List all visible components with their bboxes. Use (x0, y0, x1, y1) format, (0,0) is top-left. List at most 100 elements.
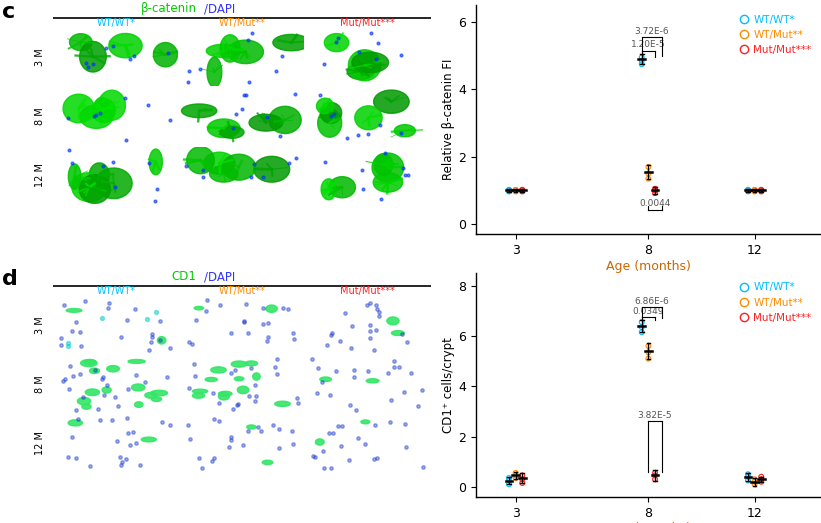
Point (411, 402, 424, 411)
Point (642, 163, 655, 171)
Point (323, 391, 337, 400)
Point (286, 329, 299, 338)
Point (365, 29, 378, 38)
Polygon shape (68, 420, 82, 426)
Point (56, 377, 69, 385)
Point (361, 130, 374, 139)
Point (261, 333, 274, 341)
Point (108, 393, 122, 402)
Polygon shape (89, 163, 109, 187)
Point (516, 186, 529, 194)
Point (516, 475, 529, 483)
Polygon shape (324, 33, 349, 52)
Point (121, 316, 134, 324)
Polygon shape (209, 166, 238, 182)
Point (317, 446, 330, 454)
Point (162, 49, 175, 57)
Point (66, 327, 79, 336)
Polygon shape (374, 154, 392, 176)
Point (183, 338, 196, 347)
Point (54, 334, 67, 343)
Point (319, 158, 332, 166)
Point (238, 317, 251, 325)
Point (260, 112, 273, 121)
Point (372, 312, 385, 321)
Point (741, 476, 754, 485)
Point (649, 189, 662, 197)
Point (140, 315, 154, 323)
Point (181, 420, 195, 429)
Point (342, 456, 355, 464)
Point (108, 183, 122, 191)
Polygon shape (109, 33, 142, 58)
Point (97, 162, 110, 170)
Point (208, 415, 221, 423)
Point (207, 453, 220, 462)
Point (332, 422, 345, 430)
Point (97, 391, 110, 400)
Point (748, 186, 761, 194)
Point (509, 474, 522, 482)
Point (754, 186, 768, 194)
Point (329, 38, 342, 46)
Point (516, 479, 529, 487)
Text: 6.86E-6: 6.86E-6 (635, 297, 669, 306)
Point (100, 381, 113, 389)
Point (388, 357, 401, 365)
Point (213, 417, 226, 425)
Point (225, 433, 238, 441)
Point (341, 134, 354, 142)
Point (401, 338, 414, 346)
Point (62, 146, 76, 154)
Point (113, 453, 126, 461)
Point (323, 429, 336, 437)
Polygon shape (80, 105, 112, 129)
Point (149, 308, 163, 316)
Point (356, 185, 369, 194)
Point (282, 159, 296, 167)
Point (115, 458, 128, 466)
Point (361, 367, 374, 375)
Point (86, 59, 99, 67)
Point (70, 454, 83, 463)
Text: β-catenin: β-catenin (140, 2, 197, 15)
Point (121, 414, 134, 422)
Point (388, 362, 401, 371)
Polygon shape (220, 126, 244, 139)
Polygon shape (394, 124, 415, 137)
Point (110, 437, 123, 446)
Point (245, 173, 258, 181)
Polygon shape (154, 42, 177, 67)
Point (144, 338, 158, 347)
Point (269, 67, 282, 75)
Polygon shape (207, 57, 222, 87)
Point (241, 36, 255, 44)
Point (228, 366, 241, 374)
Point (311, 363, 324, 372)
Point (317, 60, 330, 69)
Text: Mut/Mut***: Mut/Mut*** (341, 286, 395, 296)
Polygon shape (151, 397, 162, 402)
Text: 12 M: 12 M (35, 164, 45, 187)
Point (230, 110, 243, 118)
Point (245, 29, 258, 38)
Point (649, 475, 662, 483)
Point (139, 378, 152, 386)
X-axis label: Age (months): Age (months) (606, 260, 690, 272)
Point (415, 386, 429, 394)
Point (315, 378, 328, 386)
Text: WT/Mut**: WT/Mut** (218, 18, 265, 28)
Polygon shape (192, 389, 208, 393)
Point (754, 186, 768, 194)
Polygon shape (222, 154, 255, 180)
Point (240, 299, 253, 308)
Point (267, 420, 280, 429)
Text: WT/Mut**: WT/Mut** (218, 286, 265, 296)
Text: Mut/Mut***: Mut/Mut*** (341, 18, 395, 28)
Point (754, 475, 768, 483)
Polygon shape (131, 384, 145, 391)
Point (333, 337, 346, 345)
Point (58, 375, 71, 383)
Point (115, 333, 128, 341)
Polygon shape (366, 379, 379, 383)
